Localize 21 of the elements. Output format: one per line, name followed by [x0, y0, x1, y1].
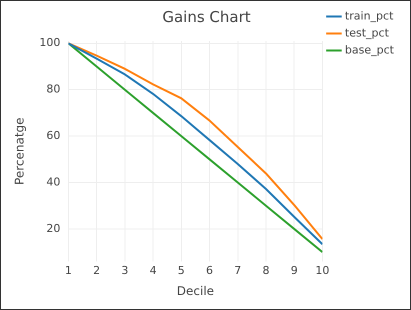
x-axis-title: Decile [176, 284, 214, 298]
y-tick-label: 100 [39, 36, 60, 50]
x-tick-label: 5 [178, 264, 185, 277]
x-tick-label: 4 [150, 264, 157, 277]
y-axis-title: Percenatge [12, 117, 26, 185]
x-tick-label: 3 [121, 264, 128, 277]
x-tick-label: 6 [206, 264, 214, 277]
x-tick-label: 7 [234, 264, 242, 277]
y-tick-label: 20 [46, 222, 60, 235]
legend-label: base_pct [344, 43, 395, 56]
legend-label: test_pct [344, 26, 390, 40]
y-tick-label: 40 [46, 175, 60, 188]
x-tick-label: 9 [290, 264, 298, 277]
x-tick-label: 8 [262, 264, 270, 277]
y-tick-label: 60 [46, 128, 60, 142]
y-tick-label: 80 [46, 82, 60, 96]
chart-title: Gains Chart [162, 8, 251, 26]
x-tick-label: 2 [93, 264, 100, 277]
x-tick-label: 10 [315, 264, 330, 277]
x-tick-label: 1 [64, 264, 72, 277]
legend-label: train_pct [344, 9, 394, 22]
